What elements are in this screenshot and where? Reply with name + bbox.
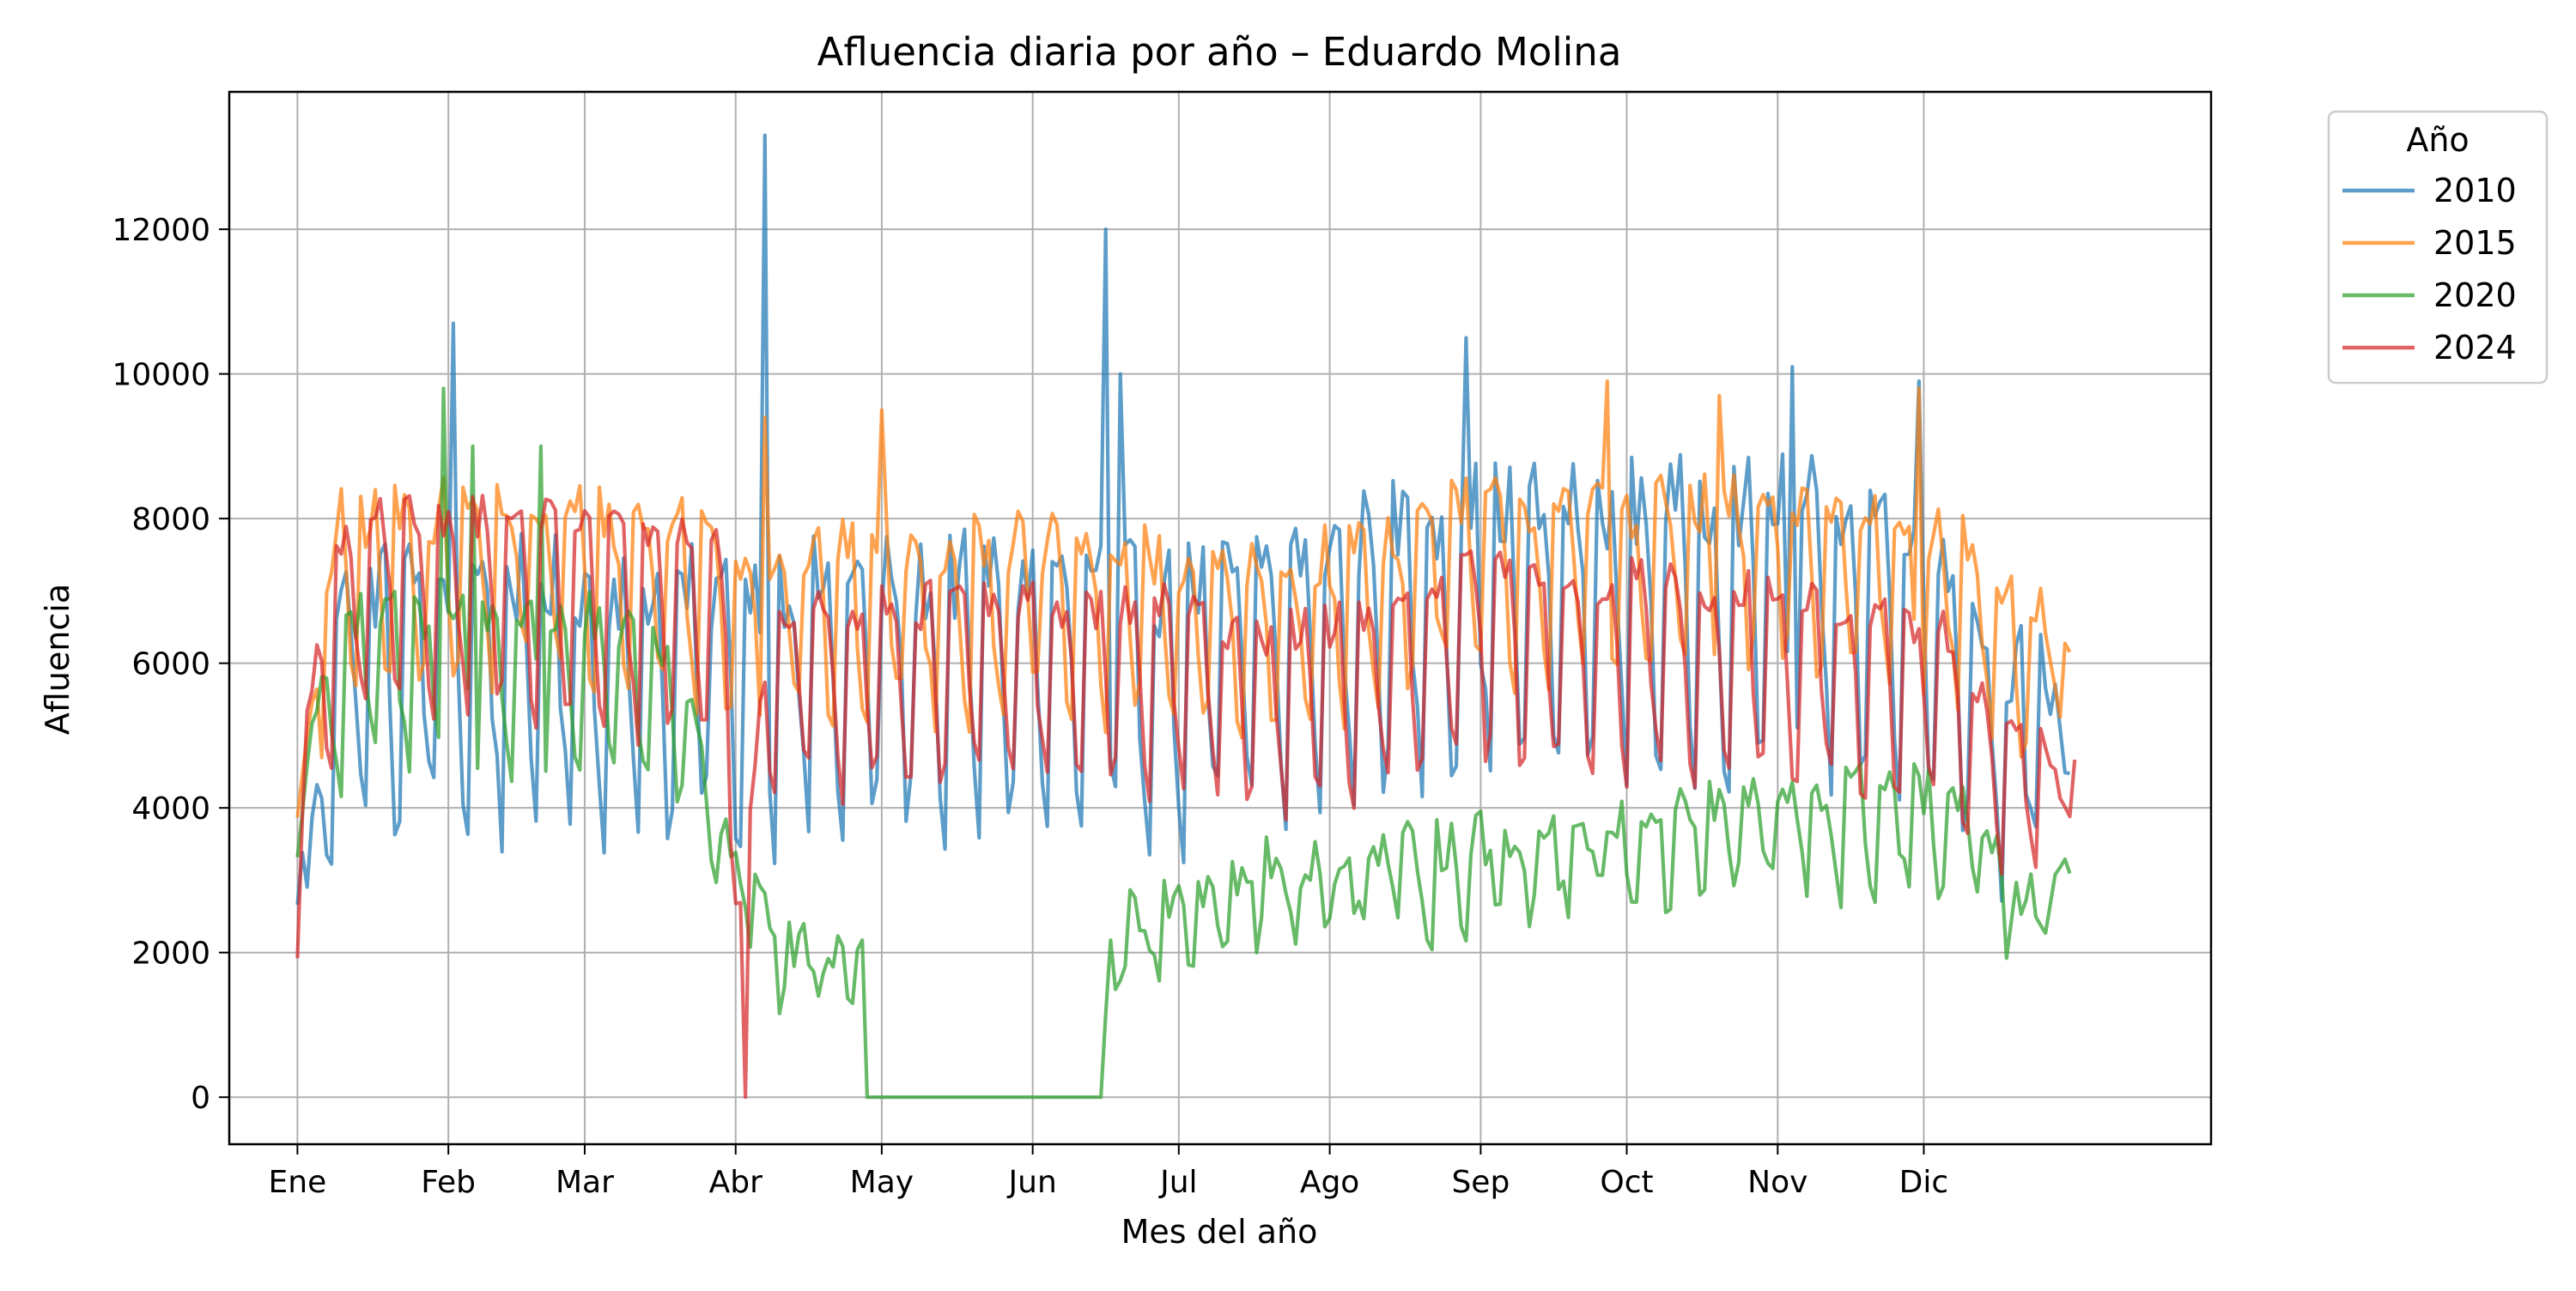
series-line-2015	[295, 379, 2072, 818]
x-tick-label: Oct	[1600, 1165, 1653, 1200]
x-axis-label: Mes del año	[1121, 1213, 1318, 1251]
y-tick-label: 2000	[131, 936, 210, 972]
x-tick-label: Mar	[556, 1165, 614, 1200]
chart-title: Afluencia diaria por año – Eduardo Molin…	[817, 29, 1622, 75]
y-tick-label: 8000	[131, 502, 210, 537]
legend-label-2015: 2015	[2433, 224, 2517, 262]
grid-lines	[229, 92, 2211, 1144]
x-tick-label: Jul	[1158, 1165, 1197, 1200]
x-tick-label: Ene	[269, 1165, 327, 1200]
axes: Ene Feb Mar Abr May Jun Jul Ago Sep Oct Nov Dic 0 200…	[112, 90, 2213, 1200]
legend-label-2024: 2024	[2433, 329, 2517, 367]
y-tick-label: 0	[191, 1081, 210, 1116]
x-tick-label: Sep	[1451, 1165, 1510, 1200]
legend-frame	[2327, 110, 2549, 385]
y-axis-label: Afluencia	[39, 584, 76, 735]
legend-title: Año	[2406, 121, 2469, 159]
y-tick-label: 12000	[112, 213, 210, 248]
series-line-2024	[295, 494, 2077, 1100]
x-tick-label: May	[850, 1165, 914, 1200]
legend: Año 2010 2015 2020 2024	[2327, 110, 2549, 385]
y-tick-label: 6000	[131, 647, 210, 682]
series-lines	[295, 133, 2077, 1100]
legend-label-2020: 2020	[2433, 276, 2517, 314]
x-tick-label: Abr	[709, 1165, 762, 1200]
x-tick-label: Nov	[1747, 1165, 1807, 1200]
y-tick-label: 4000	[131, 791, 210, 827]
x-tick-label: Ago	[1300, 1165, 1360, 1200]
x-tick-label: Jun	[1007, 1165, 1057, 1200]
plot-frame	[228, 90, 2213, 1146]
legend-label-2010: 2010	[2433, 172, 2517, 209]
x-tick-label: Dic	[1899, 1165, 1949, 1200]
y-tick-label: 10000	[112, 358, 210, 393]
x-tick-label: Feb	[421, 1165, 476, 1200]
